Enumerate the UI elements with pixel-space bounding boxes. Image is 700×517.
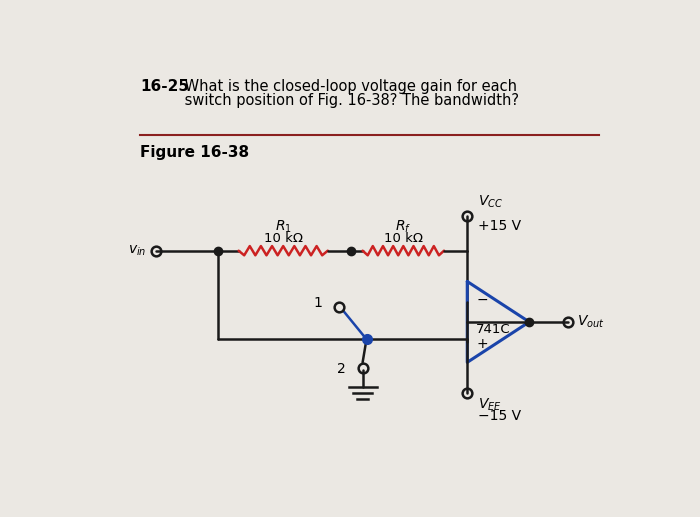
Text: 16-25: 16-25 [140, 79, 189, 94]
Text: −: − [477, 293, 488, 307]
Text: $V_{out}$: $V_{out}$ [578, 314, 605, 330]
Text: $V_{CC}$: $V_{CC}$ [478, 193, 503, 210]
Text: $v_{in}$: $v_{in}$ [128, 244, 146, 258]
Text: Figure 16-38: Figure 16-38 [140, 145, 249, 160]
Text: What is the closed-loop voltage gain for each: What is the closed-loop voltage gain for… [181, 79, 517, 94]
Text: $R_1$: $R_1$ [274, 219, 292, 235]
Text: 741C: 741C [476, 323, 510, 336]
Text: switch position of Fig. 16-38? The bandwidth?: switch position of Fig. 16-38? The bandw… [181, 93, 519, 108]
Text: +: + [477, 337, 488, 351]
Text: −15 V: −15 V [478, 408, 522, 422]
Text: $R_f$: $R_f$ [395, 219, 412, 235]
Text: 2: 2 [337, 362, 346, 376]
Text: $V_{EE}$: $V_{EE}$ [478, 396, 502, 413]
Text: +15 V: +15 V [478, 219, 522, 233]
Text: 10 kΩ: 10 kΩ [384, 232, 423, 245]
Text: 10 kΩ: 10 kΩ [264, 232, 302, 245]
Text: 1: 1 [314, 296, 322, 310]
